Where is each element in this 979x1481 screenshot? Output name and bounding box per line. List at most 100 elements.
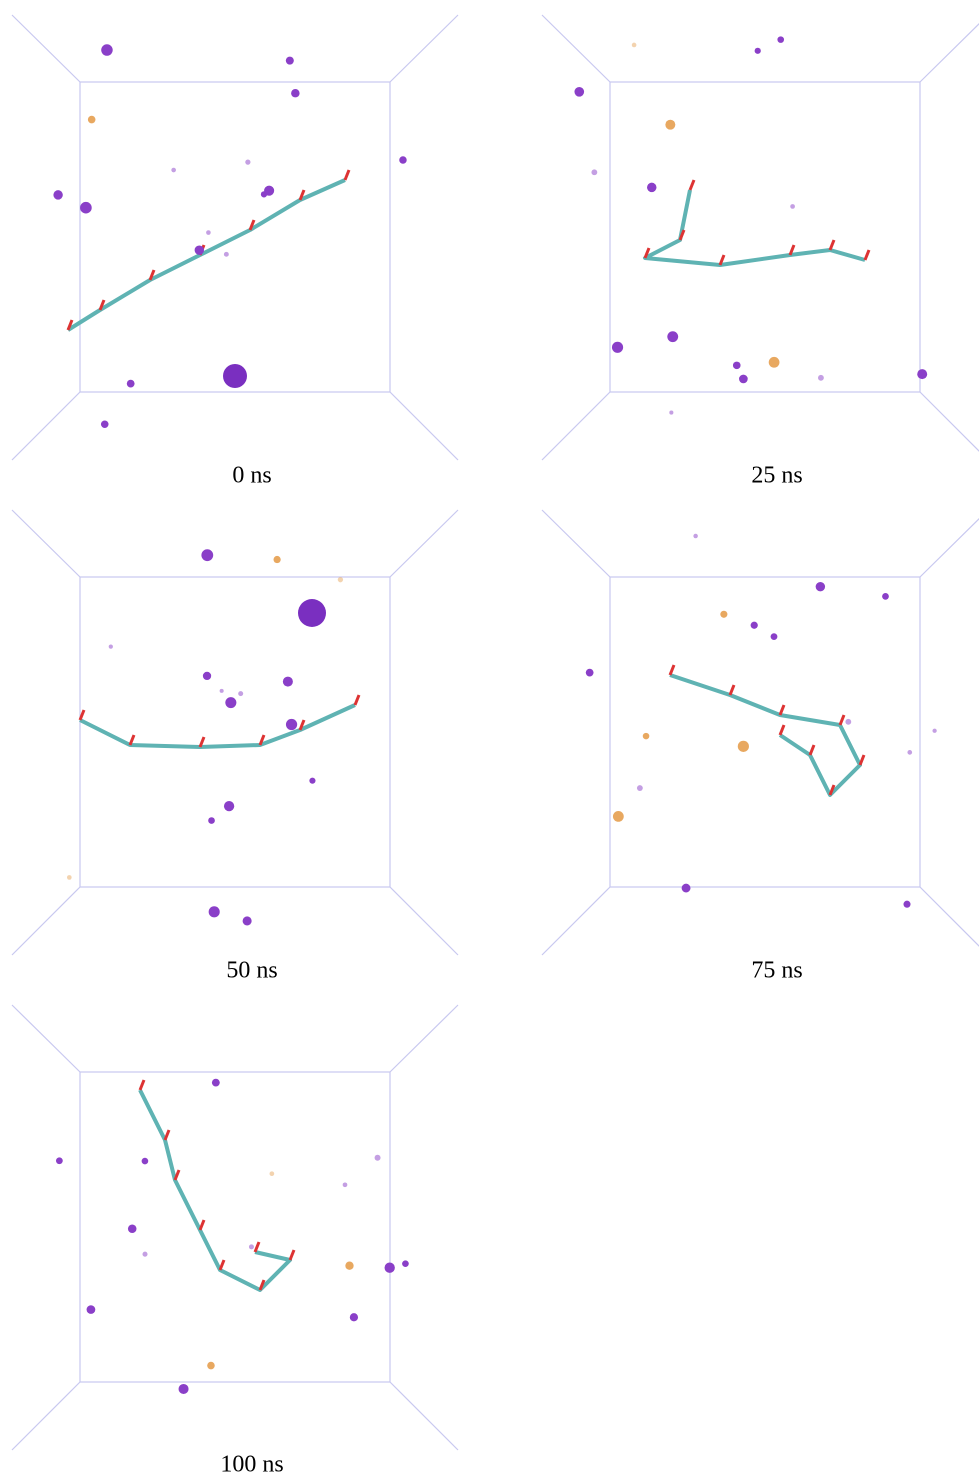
box-edge <box>542 392 610 460</box>
ion <box>816 582 825 591</box>
oxygen-bond <box>865 250 869 260</box>
oxygen-bond <box>690 180 694 190</box>
ion <box>206 230 211 235</box>
ion <box>665 120 675 130</box>
oxygen-bond <box>290 1250 294 1260</box>
ion <box>274 556 281 563</box>
box-edge <box>390 510 458 577</box>
ion <box>101 44 113 56</box>
molecule-chain <box>80 705 355 747</box>
box-edge <box>390 15 458 82</box>
ion <box>209 906 220 917</box>
ion <box>243 916 252 925</box>
ion <box>375 1155 381 1161</box>
ion <box>613 811 624 822</box>
ion <box>238 691 243 696</box>
ion <box>790 204 795 209</box>
ion <box>195 245 204 254</box>
ion <box>80 202 92 214</box>
ion <box>225 697 236 708</box>
ion <box>286 719 297 730</box>
box-edge <box>12 392 80 460</box>
ion <box>755 48 761 54</box>
ion <box>88 116 96 124</box>
ion <box>751 622 758 629</box>
oxygen-bond <box>165 1130 169 1140</box>
oxygen-bond <box>730 685 734 695</box>
ion <box>224 801 234 811</box>
ion <box>245 160 250 165</box>
box-edge <box>920 510 979 577</box>
ion <box>128 1224 137 1233</box>
oxygen-bond <box>810 745 814 755</box>
box-edge <box>920 392 979 460</box>
sim-box <box>80 1072 390 1382</box>
ion <box>769 357 780 368</box>
box-edge <box>12 1382 80 1450</box>
oxygen-bond <box>355 695 359 705</box>
ion <box>682 884 691 893</box>
ion <box>171 168 176 173</box>
box-edge <box>920 887 979 955</box>
ion <box>291 89 299 97</box>
ion <box>212 1079 220 1087</box>
page: 0 ns 25 ns 50 ns 75 ns 100 ns (() => { c… <box>0 0 979 1481</box>
ion <box>67 875 72 880</box>
ion <box>733 362 741 370</box>
ion <box>338 577 343 582</box>
ion <box>402 1260 409 1267</box>
ion <box>286 57 294 65</box>
ion <box>612 342 623 353</box>
ion <box>270 1171 275 1176</box>
ion <box>907 750 912 755</box>
oxygen-bond <box>200 1220 204 1230</box>
oxygen-bond <box>780 705 784 715</box>
ion <box>224 252 229 257</box>
ion <box>264 186 274 196</box>
ion <box>283 677 293 687</box>
ion <box>669 411 673 415</box>
molecule-chain <box>68 180 345 330</box>
ion <box>777 36 784 43</box>
ion <box>385 1263 395 1273</box>
ion <box>882 593 889 600</box>
box-edge <box>12 887 80 955</box>
ion <box>738 741 749 752</box>
ion <box>309 778 315 784</box>
ion <box>127 380 135 388</box>
box-edge <box>390 1382 458 1450</box>
oxygen-bond <box>670 665 674 675</box>
ion <box>207 1362 215 1370</box>
ion <box>632 43 637 48</box>
ion <box>343 1182 348 1187</box>
oxygen-bond <box>220 1260 224 1270</box>
box-edge <box>12 510 80 577</box>
ion <box>203 672 211 680</box>
box-edge <box>390 887 458 955</box>
ion <box>574 87 584 97</box>
molecule-chain <box>670 675 860 795</box>
ion <box>845 719 851 725</box>
ion <box>818 375 824 381</box>
ion-large <box>298 599 326 627</box>
box-edge <box>390 392 458 460</box>
ion <box>142 1252 147 1257</box>
ion <box>208 817 215 824</box>
ion <box>56 1157 63 1164</box>
ion <box>87 1305 96 1314</box>
ion <box>932 729 936 733</box>
ion <box>53 190 62 199</box>
oxygen-bond <box>780 725 784 735</box>
panel-label: 0 ns <box>232 463 271 489</box>
ion <box>917 369 927 379</box>
oxygen-bond <box>860 755 864 765</box>
box-edge <box>542 887 610 955</box>
oxygen-bond <box>175 1170 179 1180</box>
ion <box>109 644 113 648</box>
oxygen-bond <box>830 240 834 250</box>
ion <box>693 534 697 538</box>
ion <box>101 420 109 428</box>
panel-label: 75 ns <box>751 958 802 984</box>
ion <box>647 183 656 192</box>
box-edge <box>542 510 610 577</box>
